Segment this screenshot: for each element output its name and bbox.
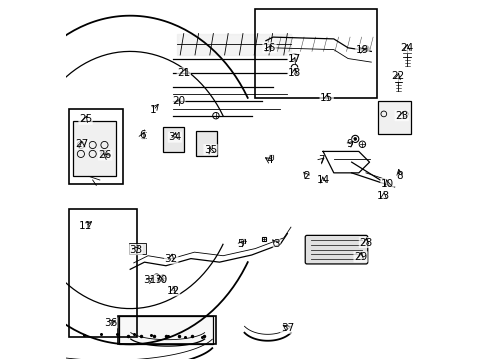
Text: 26: 26 — [99, 150, 112, 160]
Text: 4: 4 — [265, 156, 272, 165]
Text: 16: 16 — [263, 43, 276, 53]
Text: 32: 32 — [164, 253, 178, 264]
Text: 36: 36 — [104, 318, 117, 328]
Text: 17: 17 — [287, 54, 301, 64]
FancyBboxPatch shape — [163, 127, 184, 152]
Text: 14: 14 — [316, 175, 329, 185]
FancyBboxPatch shape — [378, 102, 410, 134]
Text: 34: 34 — [168, 132, 181, 142]
Text: 27: 27 — [75, 139, 88, 149]
Text: 29: 29 — [353, 252, 366, 262]
FancyBboxPatch shape — [73, 121, 116, 176]
Text: 21: 21 — [177, 68, 190, 78]
Text: 9: 9 — [346, 139, 352, 149]
Text: 23: 23 — [394, 111, 407, 121]
Text: 33: 33 — [129, 245, 142, 255]
Text: 18: 18 — [287, 68, 301, 78]
Text: 13: 13 — [376, 191, 389, 201]
Text: 25: 25 — [79, 114, 92, 124]
FancyBboxPatch shape — [119, 316, 213, 343]
Text: 8: 8 — [396, 171, 403, 181]
Text: 7: 7 — [317, 156, 324, 165]
Text: 22: 22 — [391, 71, 404, 81]
FancyBboxPatch shape — [129, 243, 145, 254]
Circle shape — [353, 138, 356, 140]
Text: 3: 3 — [273, 239, 280, 249]
FancyBboxPatch shape — [195, 131, 216, 156]
Text: 19: 19 — [355, 45, 368, 55]
Text: 24: 24 — [400, 43, 413, 53]
Text: 35: 35 — [203, 145, 217, 155]
Text: 30: 30 — [154, 275, 167, 285]
Text: 5: 5 — [237, 239, 244, 249]
Text: 37: 37 — [280, 323, 293, 333]
Text: 15: 15 — [319, 93, 333, 103]
Text: 28: 28 — [359, 238, 372, 248]
Text: 6: 6 — [139, 130, 146, 140]
Text: 31: 31 — [143, 275, 156, 285]
Text: 1: 1 — [150, 105, 156, 115]
FancyBboxPatch shape — [305, 235, 367, 264]
Circle shape — [364, 48, 366, 50]
Text: 12: 12 — [166, 286, 179, 296]
Text: 11: 11 — [79, 221, 92, 231]
Text: 20: 20 — [171, 96, 184, 107]
Text: 10: 10 — [380, 179, 393, 189]
Text: 2: 2 — [303, 171, 310, 181]
